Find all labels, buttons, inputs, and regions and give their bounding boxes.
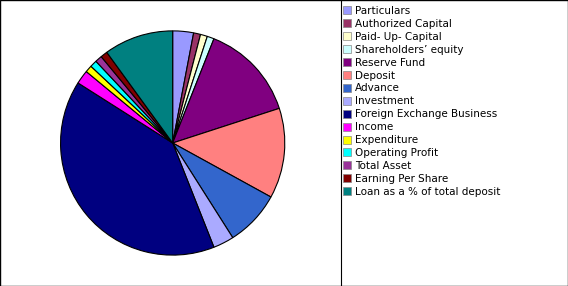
Wedge shape bbox=[173, 36, 214, 143]
Wedge shape bbox=[173, 33, 201, 143]
Wedge shape bbox=[173, 39, 279, 143]
Wedge shape bbox=[107, 31, 173, 143]
Wedge shape bbox=[86, 66, 173, 143]
Wedge shape bbox=[101, 52, 173, 143]
Wedge shape bbox=[173, 108, 285, 197]
Wedge shape bbox=[173, 31, 194, 143]
Wedge shape bbox=[78, 72, 173, 143]
Legend: Particulars, Authorized Capital, Paid- Up- Capital, Shareholders’ equity, Reserv: Particulars, Authorized Capital, Paid- U… bbox=[341, 4, 503, 199]
Wedge shape bbox=[91, 61, 173, 143]
Wedge shape bbox=[173, 143, 233, 247]
Wedge shape bbox=[173, 34, 207, 143]
Wedge shape bbox=[61, 83, 214, 255]
Wedge shape bbox=[173, 143, 271, 238]
Wedge shape bbox=[96, 57, 173, 143]
